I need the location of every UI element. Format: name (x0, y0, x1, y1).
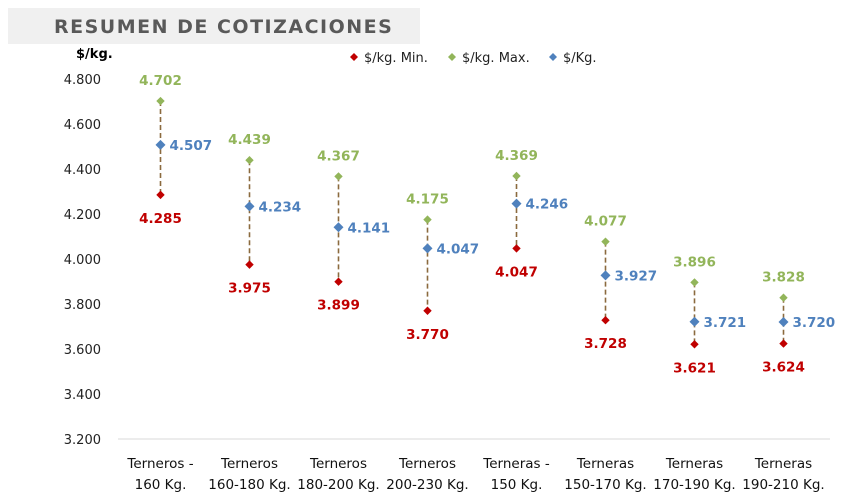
min-data-label: 3.728 (584, 336, 627, 352)
y-tick-label: 3.600 (64, 343, 101, 358)
avg-data-label: 4.047 (437, 241, 480, 257)
y-tick-label: 3.800 (64, 298, 101, 313)
min-data-label: 4.285 (139, 211, 182, 227)
avg-data-label: 4.141 (348, 220, 391, 236)
max-data-label: 4.439 (228, 132, 271, 148)
data-points (155, 96, 789, 349)
x-tick-label: 150 Kg. (491, 477, 543, 493)
min-point (334, 277, 343, 286)
max-data-label: 4.077 (584, 214, 627, 230)
avg-data-label: 4.507 (170, 138, 213, 154)
max-data-label: 4.702 (139, 73, 182, 89)
max-point (601, 237, 610, 246)
max-data-label: 4.369 (495, 148, 538, 164)
legend-label: $/Kg. (563, 51, 597, 66)
min-point (690, 340, 699, 349)
max-point (779, 293, 788, 302)
x-tick-label: 150-170 Kg. (564, 477, 646, 493)
avg-data-label: 3.720 (793, 315, 836, 331)
y-axis-label: $/kg. (76, 47, 113, 62)
y-tick-label: 4.000 (64, 253, 101, 268)
chart-title: RESUMEN DE COTIZACIONES (54, 16, 394, 38)
min-data-label: 4.047 (495, 264, 538, 280)
x-tick-label: Terneros (309, 456, 367, 472)
avg-data-label: 3.721 (704, 315, 747, 331)
x-tick-label: 190-210 Kg. (742, 477, 824, 493)
avg-point (422, 243, 433, 254)
min-point (601, 316, 610, 325)
max-data-label: 4.367 (317, 148, 360, 164)
x-tick-label: 180-200 Kg. (297, 477, 379, 493)
y-tick-label: 4.600 (64, 118, 101, 133)
y-tick-label: 4.400 (64, 163, 101, 178)
x-tick-label: Terneras - (482, 456, 550, 472)
legend: $/kg. Min. $/kg. Max. $/Kg. (350, 51, 597, 66)
legend-marker (448, 53, 456, 61)
x-tick-label: 200-230 Kg. (386, 477, 468, 493)
min-data-label: 3.621 (673, 360, 716, 376)
avg-point (244, 201, 255, 212)
max-point (334, 172, 343, 181)
avg-data-label: 3.927 (615, 268, 658, 284)
x-tick-label: 160 Kg. (135, 477, 187, 493)
max-data-label: 3.896 (673, 254, 716, 270)
avg-point (689, 316, 700, 327)
max-point (156, 96, 165, 106)
legend-label: $/kg. Max. (462, 51, 530, 66)
min-point (423, 306, 432, 315)
x-tick-label: Terneras (665, 456, 723, 472)
legend-label: $/kg. Min. (364, 51, 428, 66)
min-point (156, 190, 165, 200)
min-point (779, 339, 788, 348)
x-axis-ticks: Terneros - 160 Kg. Terneros 160-180 Kg. Tern… (126, 456, 824, 493)
max-point (245, 156, 254, 165)
x-tick-label: Terneros (398, 456, 456, 472)
x-tick-label: Terneros - (126, 456, 193, 472)
x-tick-label: 160-180 Kg. (208, 477, 290, 493)
legend-marker (549, 53, 557, 61)
avg-point (600, 270, 611, 281)
x-tick-label: Terneras (576, 456, 634, 472)
avg-point (155, 139, 166, 150)
data-labels: 4.285 4.702 4.507 3.975 4.439 4.234 3.899 4.367… (139, 73, 835, 376)
y-tick-label: 4.200 (64, 208, 101, 223)
avg-data-label: 4.234 (259, 199, 302, 215)
x-tick-label: Terneras (754, 456, 812, 472)
max-data-label: 4.175 (406, 192, 449, 208)
min-data-label: 3.770 (406, 327, 449, 343)
legend-marker (350, 53, 358, 61)
max-point (690, 278, 699, 287)
min-data-label: 3.975 (228, 281, 271, 297)
avg-point (333, 222, 344, 233)
x-tick-label: Terneros (220, 456, 278, 472)
max-point (512, 171, 521, 181)
max-point (423, 215, 432, 224)
y-axis-ticks: 4.800 4.600 4.400 4.200 4.000 3.800 3.600 3.400… (64, 73, 101, 448)
min-data-label: 3.624 (762, 360, 805, 376)
y-tick-label: 3.400 (64, 388, 101, 403)
min-point (245, 260, 254, 269)
min-point (512, 244, 521, 253)
y-tick-label: 3.200 (64, 433, 101, 448)
avg-point (778, 317, 789, 327)
avg-point (511, 198, 522, 209)
x-tick-label: 170-190 Kg. (653, 477, 735, 493)
title-bar: RESUMEN DE COTIZACIONES (8, 8, 420, 44)
max-data-label: 3.828 (762, 270, 805, 286)
avg-data-label: 4.246 (526, 197, 569, 213)
min-data-label: 3.899 (317, 298, 360, 314)
y-tick-label: 4.800 (64, 73, 101, 88)
